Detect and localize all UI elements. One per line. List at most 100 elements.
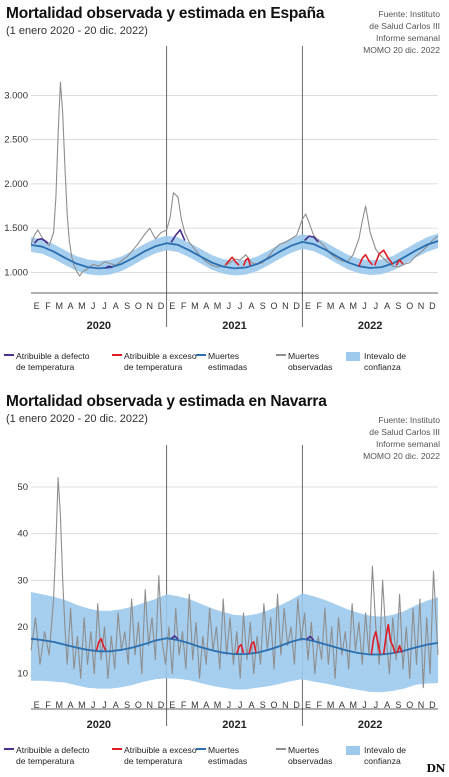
series-excess-heat-segment [95, 637, 107, 651]
month-tick-label: F [317, 301, 323, 311]
legend-label: Intevalo de confianza [364, 351, 449, 373]
legend-swatch [112, 748, 122, 750]
month-tick-label: A [68, 700, 74, 710]
month-tick-label: J [238, 700, 243, 710]
source-line: de Salud Carlos III [369, 427, 440, 437]
chart-subtitle: (1 enero 2020 - 20 dic. 2022) [6, 25, 148, 37]
series-excess-heat-segment [358, 253, 374, 267]
source-line: Fuente: Instituto [378, 9, 440, 19]
month-tick-label: A [248, 301, 254, 311]
month-tick-label: E [169, 301, 175, 311]
y-tick-label: 2.000 [4, 179, 28, 190]
month-tick-label: M [56, 301, 64, 311]
legend-label-line: Atribuible a exceso [124, 745, 197, 755]
source-note: Fuente: Instituto de Salud Carlos III In… [330, 414, 440, 462]
month-tick-label: A [384, 301, 390, 311]
month-tick-label: A [113, 700, 119, 710]
source-line: de Salud Carlos III [369, 21, 440, 31]
legend-label-line: observadas [288, 756, 333, 766]
month-tick-label: J [91, 301, 96, 311]
series-excess-heat-segment [242, 257, 252, 266]
series-cold-defect-segment [33, 238, 49, 244]
month-tick-label: M [78, 700, 86, 710]
month-tick-label: M [214, 700, 222, 710]
year-label: 2022 [358, 719, 382, 731]
legend-swatch [112, 354, 122, 356]
chart-title: Mortalidad observada y estimada en Españ… [6, 5, 325, 22]
month-tick-label: O [135, 301, 142, 311]
source-line: Informe semanal [375, 33, 440, 43]
month-tick-label: A [113, 301, 119, 311]
series-excess-heat-segment [370, 630, 382, 655]
month-tick-label: E [169, 700, 175, 710]
series-excess-heat-segment [248, 641, 257, 654]
year-label: 2021 [222, 320, 246, 332]
month-tick-label: N [146, 700, 153, 710]
month-tick-label: J [374, 700, 379, 710]
source-line: Informe semanal [375, 439, 440, 449]
legend-label: Atribuible a defecto de temperatura [16, 745, 106, 767]
month-tick-label: E [34, 700, 40, 710]
month-tick-label: A [68, 301, 74, 311]
month-tick-label: A [384, 700, 390, 710]
month-tick-label: O [406, 700, 413, 710]
month-tick-label: D [158, 301, 165, 311]
month-tick-label: F [45, 301, 51, 311]
month-tick-label: J [374, 301, 379, 311]
series-expected-deaths [30, 637, 439, 656]
source-line: Fuente: Instituto [378, 415, 440, 425]
year-label: 2020 [87, 719, 111, 731]
legend-swatch [346, 352, 360, 361]
month-tick-label: S [124, 700, 130, 710]
month-tick-label: O [271, 301, 278, 311]
legend-label-line: estimadas [208, 756, 248, 766]
legend-swatch [4, 354, 14, 356]
y-tick-label: 2.500 [4, 135, 28, 146]
month-tick-label: J [362, 700, 367, 710]
legend-label-line: Muertes [208, 351, 240, 361]
legend-label-line: de temperatura [124, 756, 183, 766]
source-note: Fuente: Instituto de Salud Carlos III In… [330, 8, 440, 56]
series-expected-deaths [30, 240, 439, 270]
month-tick-label: A [203, 700, 209, 710]
month-tick-label: E [34, 301, 40, 311]
legend-label: Muertes estimadas [208, 351, 298, 373]
legend-label-line: confianza [364, 362, 401, 372]
legend-swatch [4, 748, 14, 750]
month-tick-label: O [135, 700, 142, 710]
series-confidence-interval [31, 233, 438, 276]
month-tick-label: M [327, 301, 335, 311]
month-tick-label: S [395, 700, 401, 710]
month-tick-label: A [339, 700, 345, 710]
legend-label-line: Atribuible a exceso [124, 351, 197, 361]
month-tick-label: M [56, 700, 64, 710]
series-cold-defect-segment [170, 229, 186, 243]
month-tick-label: J [227, 700, 232, 710]
legend-label-line: Intevalo de [364, 745, 407, 755]
legend-label-line: Muertes [288, 745, 320, 755]
series-excess-heat-segment [382, 623, 396, 655]
legend: Atribuible a defecto de temperatura Atribu… [0, 351, 449, 381]
month-tick-label: M [191, 301, 199, 311]
legend-swatch [276, 354, 286, 356]
legend-label-line: observadas [288, 362, 333, 372]
month-tick-label: F [181, 700, 187, 710]
month-tick-label: N [282, 700, 289, 710]
chart-panel-navarra: Mortalidad observada y estimada en Navar… [0, 388, 449, 766]
month-tick-label: E [305, 301, 311, 311]
chart-subtitle: (1 enero 2020 - 20 dic. 2022) [6, 413, 148, 425]
year-label: 2020 [87, 320, 111, 332]
month-tick-label: O [271, 700, 278, 710]
legend-label-line: Muertes [288, 351, 320, 361]
month-tick-label: A [248, 700, 254, 710]
month-tick-label: J [91, 700, 96, 710]
month-tick-label: D [293, 700, 300, 710]
month-tick-label: J [102, 700, 107, 710]
month-tick-label: N [282, 301, 289, 311]
series-cold-defect-segment [105, 265, 113, 269]
month-tick-label: D [158, 700, 165, 710]
month-tick-label: A [339, 301, 345, 311]
month-tick-label: M [78, 301, 86, 311]
month-tick-label: M [214, 301, 222, 311]
